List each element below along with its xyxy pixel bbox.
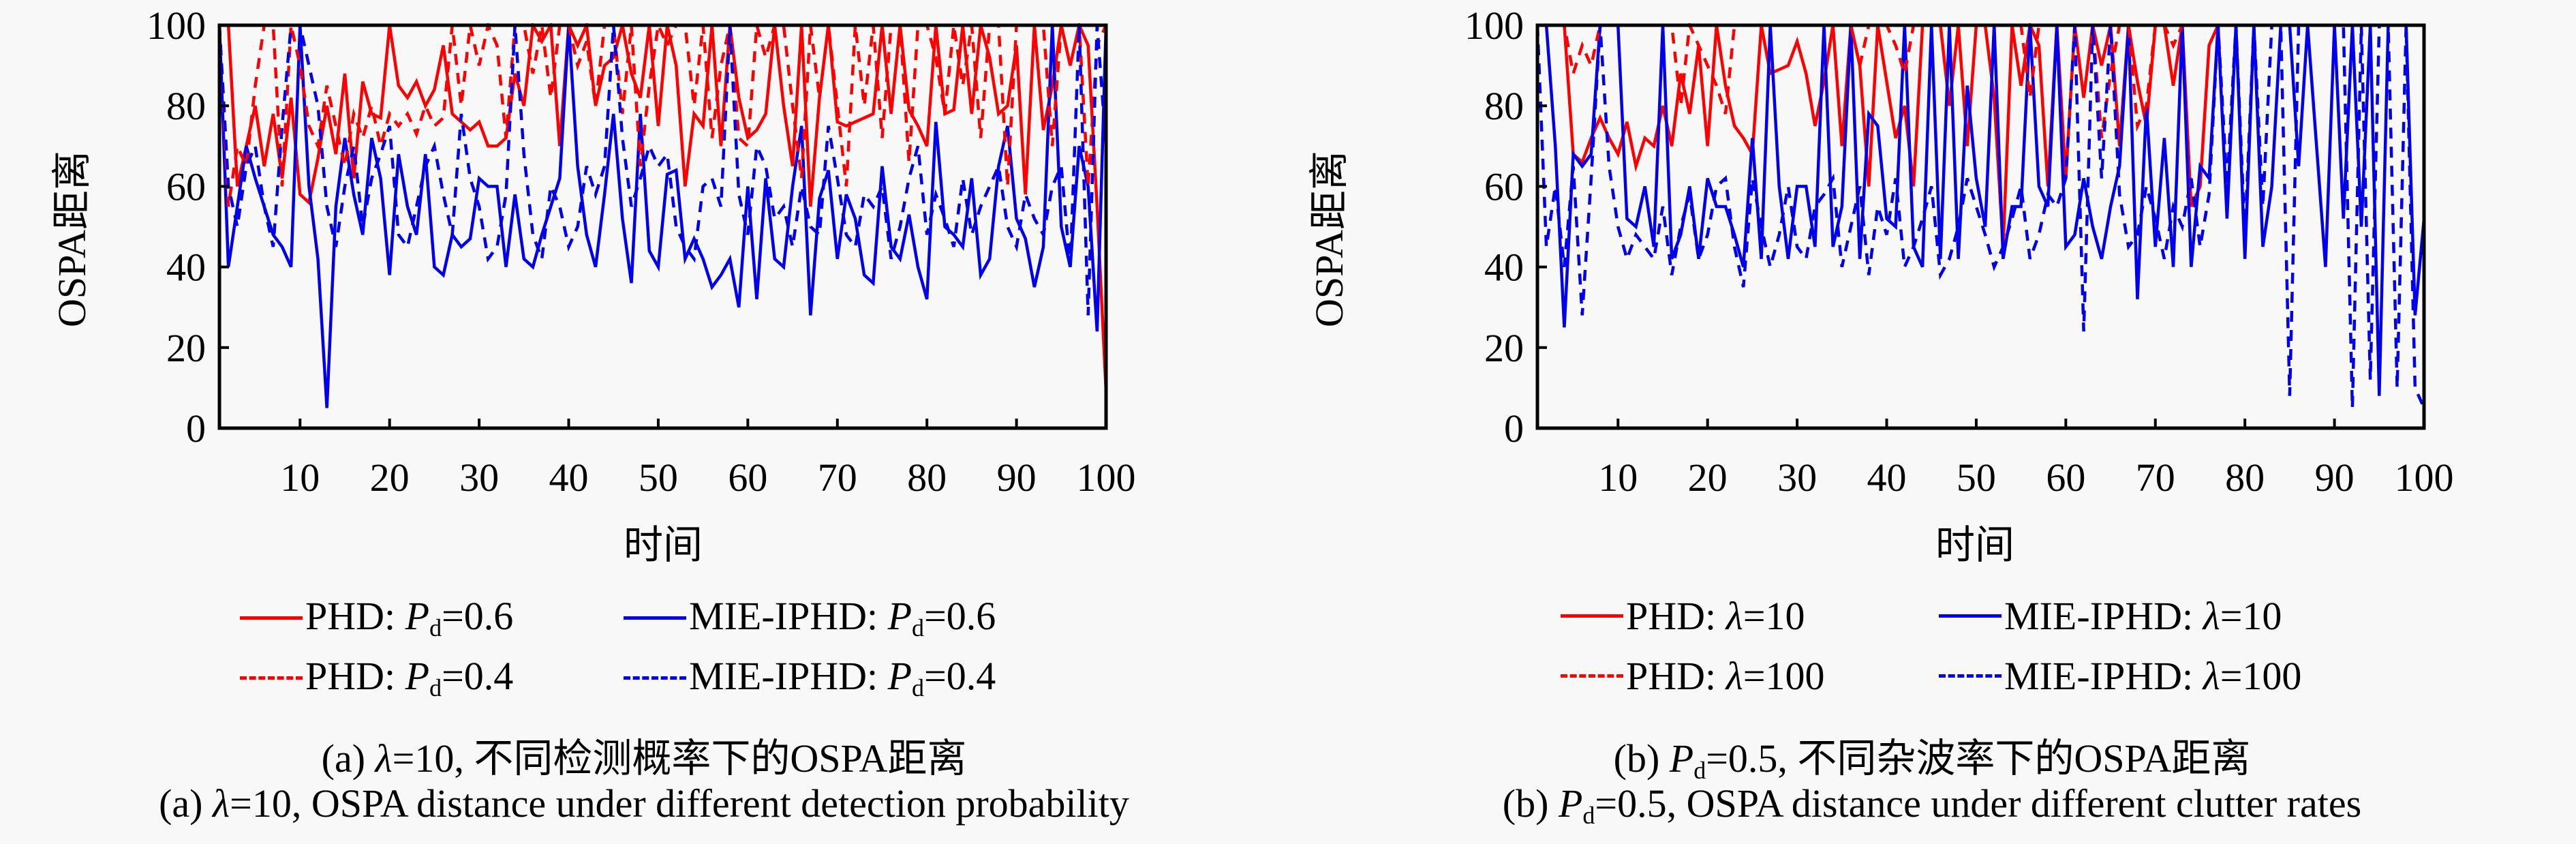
legend-label: PHD: Pd=0.4 xyxy=(305,654,514,702)
x-tick-label: 40 xyxy=(1867,455,1907,500)
y-tick-label: 40 xyxy=(1484,245,1524,290)
y-tick-label: 80 xyxy=(1484,84,1524,128)
legend-item: PHD: λ=10 xyxy=(1561,593,1805,639)
legend-swatch-solid-blue xyxy=(1939,614,2002,618)
x-tick-label: 10 xyxy=(280,455,320,500)
panel-b: 0 20 40 60 80 100 10 20 30 40 50 60 70 80 90 100 OSPA距离… xyxy=(1288,0,2576,844)
series-group xyxy=(1537,23,2424,409)
series-group xyxy=(219,23,1106,408)
y-tick-label: 0 xyxy=(1504,406,1524,451)
x-tick-label: 50 xyxy=(1957,455,1996,500)
legend-label: PHD: Pd=0.6 xyxy=(305,594,514,642)
legend-label: PHD: λ=100 xyxy=(1626,654,1825,698)
y-tick-label: 40 xyxy=(166,245,206,290)
axes-frame xyxy=(1535,23,2426,430)
y-tick-label: 100 xyxy=(147,3,206,48)
legend-item: PHD: λ=100 xyxy=(1561,653,1825,699)
series-line-solid-red xyxy=(219,23,1106,392)
x-tick-label: 90 xyxy=(997,455,1037,500)
legend-item: MIE-IPHD: Pd=0.6 xyxy=(624,593,996,642)
legend-swatch-dashed-red xyxy=(1561,674,1623,678)
legend-label: MIE-IPHD: λ=100 xyxy=(2004,654,2302,698)
x-tick-label: 40 xyxy=(549,455,589,500)
x-tick-label: 70 xyxy=(818,455,857,500)
legend-swatch-solid-red xyxy=(1561,614,1623,618)
series-line-solid-blue xyxy=(219,25,1106,408)
y-tick-label: 60 xyxy=(166,164,206,209)
legend-label: MIE-IPHD: λ=10 xyxy=(2004,594,2282,638)
x-tick-label: 70 xyxy=(2136,455,2175,500)
y-tick-label: 60 xyxy=(1484,164,1524,209)
y-tick-label: 80 xyxy=(166,84,206,128)
axes-frame xyxy=(217,23,1108,430)
y-axis-label: OSPA距离 xyxy=(1307,151,1351,327)
legend-label: MIE-IPHD: Pd=0.4 xyxy=(689,654,996,702)
y-tick-label: 20 xyxy=(1484,326,1524,370)
plot-a: 0 20 40 60 80 100 10 20 30 40 50 60 70 80 90 100 xyxy=(147,3,1136,500)
series-line-dashed-blue xyxy=(219,23,1106,316)
legend-swatch-dashed-red xyxy=(240,676,303,680)
x-tick-label: 100 xyxy=(2395,455,2454,500)
caption-en: (b) Pd=0.5, OSPA distance under differen… xyxy=(1502,781,2362,829)
legend-label: PHD: λ=10 xyxy=(1626,594,1805,638)
y-tick-label: 0 xyxy=(186,406,206,451)
y-axis-label: OSPA距离 xyxy=(50,151,94,327)
legend-item: MIE-IPHD: λ=10 xyxy=(1939,593,2282,639)
x-tick-label: 100 xyxy=(1077,455,1136,500)
legend-item: PHD: Pd=0.6 xyxy=(240,593,513,642)
legend-item: MIE-IPHD: Pd=0.4 xyxy=(624,653,996,702)
x-axis-label: 时间 xyxy=(1935,523,2015,567)
plot-b: 0 20 40 60 80 100 10 20 30 40 50 60 70 80 90 100 xyxy=(1465,3,2454,500)
x-tick-label: 60 xyxy=(2046,455,2085,500)
x-tick-label: 80 xyxy=(907,455,947,500)
x-tick-label: 10 xyxy=(1598,455,1638,500)
legend-label: MIE-IPHD: Pd=0.6 xyxy=(689,594,996,642)
x-tick-label: 80 xyxy=(2225,455,2265,500)
legend-item: MIE-IPHD: λ=100 xyxy=(1939,653,2301,699)
caption-cn: (a) λ=10, 不同检测概率下的OSPA距离 xyxy=(321,736,967,781)
legend-item: PHD: Pd=0.4 xyxy=(240,653,513,702)
x-tick-label: 30 xyxy=(459,455,499,500)
x-axis-label: 时间 xyxy=(624,523,703,567)
y-tick-label: 20 xyxy=(166,326,206,370)
legend-swatch-dashed-blue xyxy=(1939,674,2002,678)
x-tick-label: 30 xyxy=(1777,455,1817,500)
caption-cn: (b) Pd=0.5, 不同杂波率下的OSPA距离 xyxy=(1613,736,2251,784)
x-tick-label: 20 xyxy=(370,455,410,500)
caption-en: (a) λ=10, OSPA distance under different … xyxy=(159,781,1129,826)
legend-swatch-solid-red xyxy=(240,616,303,620)
legend-swatch-dashed-blue xyxy=(624,676,686,680)
panel-a: 0 20 40 60 80 100 10 20 30 40 50 60 70 80 90 100 OSPA距离… xyxy=(50,3,1136,826)
x-tick-label: 20 xyxy=(1688,455,1728,500)
x-tick-label: 60 xyxy=(728,455,767,500)
series-line-dashed-red xyxy=(219,23,1106,207)
legend-swatch-solid-blue xyxy=(624,616,686,620)
x-tick-label: 90 xyxy=(2315,455,2355,500)
x-tick-label: 50 xyxy=(639,455,678,500)
y-tick-label: 100 xyxy=(1465,3,1524,48)
